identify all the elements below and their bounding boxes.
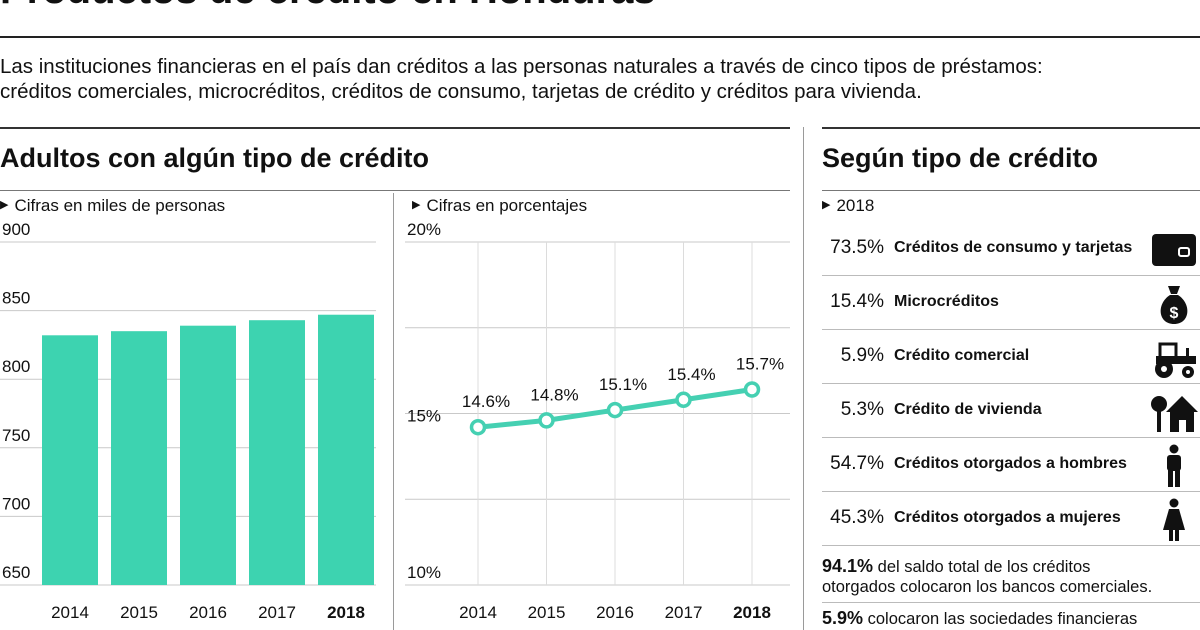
- y-tick-label: 700: [2, 494, 30, 513]
- tractor-icon: [1155, 342, 1196, 378]
- row-label: Créditos otorgados a hombres: [894, 455, 1127, 472]
- note-financieras-text: colocaron las sociedades financieras: [867, 610, 1138, 628]
- bar-sublabel-text: Cifras en miles de personas: [14, 196, 226, 215]
- credit-type-row: 73.5% Créditos de consumo y tarjetas: [822, 224, 1200, 276]
- line-sublabel: ▶ Cifras en porcentajes: [412, 196, 587, 216]
- row-percentage: 54.7%: [830, 453, 884, 474]
- y-tick-label: 15%: [407, 407, 441, 426]
- right-section-heading: Según tipo de crédito: [822, 143, 1099, 173]
- intro-text: Las instituciones financieras en el país…: [0, 54, 1200, 104]
- triangle-bullet-icon: ▶: [822, 199, 831, 212]
- note-separator: [822, 602, 1200, 603]
- line-sublabel-text: Cifras en porcentajes: [426, 196, 588, 215]
- bar: [180, 325, 236, 585]
- row-label: Microcréditos: [894, 293, 999, 310]
- x-tick-label: 2014: [459, 603, 497, 622]
- right-sub-rule: [822, 190, 1200, 191]
- line-chart: 20% 15% 10% 14.6% 2014 14.8% 2015 15.1% 2016 15.4…: [405, 220, 790, 622]
- x-tick-label: 2016: [189, 603, 227, 622]
- x-tick-label: 2018: [733, 603, 771, 622]
- x-tick-label: 2017: [665, 603, 703, 622]
- left-section-rule: [0, 127, 790, 129]
- house-icon: [1151, 396, 1198, 432]
- x-tick-label: 2014: [51, 603, 89, 622]
- row-separator: [822, 275, 1200, 276]
- triangle-bullet-icon: ▶: [412, 199, 421, 212]
- left-sub-rule: [0, 190, 790, 191]
- note-financieras-pct: 5.9%: [822, 608, 864, 628]
- data-label: 15.4%: [667, 365, 715, 384]
- data-label: 15.7%: [736, 354, 784, 373]
- bar: [249, 320, 305, 585]
- title-rule: [0, 36, 1200, 38]
- row-label: Crédito de vivienda: [894, 401, 1042, 418]
- row-separator: [822, 491, 1200, 492]
- row-separator: [822, 383, 1200, 384]
- credit-type-row: 5.3% Crédito de vivienda: [822, 386, 1200, 438]
- row-percentage: 5.3%: [840, 399, 884, 420]
- x-tick-label: 2015: [528, 603, 566, 622]
- row-percentage: 15.4%: [830, 291, 884, 312]
- data-label: 14.6%: [462, 392, 510, 411]
- man-icon: [1167, 444, 1181, 487]
- row-separator: [822, 437, 1200, 438]
- bar: [42, 335, 98, 585]
- credit-type-row: 45.3% Créditos otorgados a mujeres: [822, 494, 1200, 546]
- data-label: 15.1%: [599, 375, 647, 394]
- chart-divider: [393, 193, 394, 630]
- credit-type-row: 54.7% Créditos otorgados a hombres: [822, 440, 1200, 492]
- row-percentage: 73.5%: [830, 237, 884, 258]
- intro-line-2: créditos comerciales, microcréditos, cré…: [0, 80, 922, 103]
- y-tick-label: 20%: [407, 220, 441, 239]
- row-label: Créditos otorgados a mujeres: [894, 509, 1121, 526]
- year-label: ▶ 2018: [822, 196, 874, 216]
- money-bag-icon: $: [1160, 286, 1188, 324]
- x-tick-label: 2017: [258, 603, 296, 622]
- row-label: Crédito comercial: [894, 347, 1030, 364]
- y-tick-label: 650: [2, 563, 30, 582]
- y-tick-label: 10%: [407, 563, 441, 582]
- credit-card-icon: [1152, 234, 1196, 266]
- y-tick-label: 900: [2, 220, 30, 239]
- row-percentage: 5.9%: [840, 345, 884, 366]
- credit-type-row: 5.9% Crédito comercial: [822, 332, 1200, 384]
- left-section-heading: Adultos con algún tipo de crédito: [0, 143, 429, 173]
- woman-icon: [1163, 498, 1185, 541]
- bar-chart: 900 850 800 750 700 650 2014 2015 2016 2017 2018: [0, 220, 376, 622]
- data-point: [469, 418, 487, 436]
- credit-type-row: 15.4% Microcréditos $: [822, 278, 1200, 330]
- y-tick-label: 800: [2, 357, 30, 376]
- x-tick-label: 2016: [596, 603, 634, 622]
- note-banks-text-a: del saldo total de los créditos: [877, 558, 1091, 576]
- page-title: Productos de crédito en Honduras: [0, 0, 656, 13]
- year-label-text: 2018: [836, 196, 875, 215]
- note-banks: 94.1% del saldo total de los créditos ot…: [822, 556, 1152, 597]
- row-separator: [822, 329, 1200, 330]
- intro-line-1: Las instituciones financieras en el país…: [0, 55, 1043, 78]
- x-tick-label: 2018: [327, 603, 365, 622]
- triangle-bullet-icon: ▶: [0, 199, 9, 212]
- row-separator: [822, 545, 1200, 546]
- row-percentage: 45.3%: [830, 507, 884, 528]
- note-financieras: 5.9% colocaron las sociedades financiera…: [822, 608, 1137, 629]
- data-label: 14.8%: [530, 385, 578, 404]
- data-point: [743, 381, 761, 398]
- bar: [318, 314, 374, 585]
- note-banks-text-b: otorgados colocaron los bancos comercial…: [822, 578, 1153, 596]
- svg-text:$: $: [1170, 305, 1179, 322]
- data-point: [675, 391, 692, 409]
- data-point: [606, 401, 624, 419]
- x-tick-label: 2015: [120, 603, 158, 622]
- bar-sublabel: ▶ Cifras en miles de personas: [0, 196, 225, 216]
- right-section-rule: [822, 127, 1200, 129]
- bar: [111, 331, 167, 585]
- y-tick-label: 750: [2, 426, 30, 445]
- section-divider: [803, 127, 804, 630]
- y-tick-label: 850: [2, 289, 30, 308]
- note-banks-pct: 94.1%: [822, 556, 874, 576]
- row-label: Créditos de consumo y tarjetas: [894, 239, 1133, 256]
- data-point: [538, 412, 555, 429]
